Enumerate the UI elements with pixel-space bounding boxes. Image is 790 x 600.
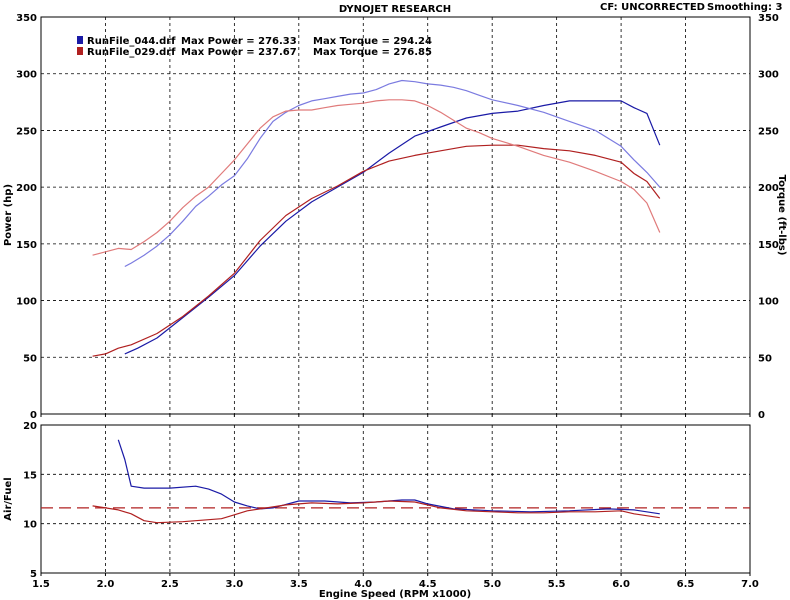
power-curve-runfile-044-drf (124, 100, 661, 355)
power-frame (40, 16, 751, 415)
x-tick-label: 3.0 (226, 579, 244, 590)
legend-max-power-run-044: Max Power = 276.33 (181, 36, 297, 47)
legend-max-power-run-029: Max Power = 237.67 (181, 47, 297, 58)
x-tick-label: 6.5 (677, 579, 695, 590)
torque-y-tick-label: 150 (758, 240, 779, 251)
legend-file-run-044: RunFile_044.drf (87, 36, 176, 47)
torque-y-tick-label: 200 (758, 183, 779, 194)
air-fuel-curve-runfile-044-drf (117, 439, 660, 515)
air-fuel-plot: 1.5 2.0 2.5 3.0 3.5 4.0 4.5 5.0 5.5 6.0 6.5 7.0 5 10 1… (23, 421, 759, 590)
power-y-tick-label: 0 (30, 410, 37, 421)
legend: RunFile_044.drf Max Power = 276.33 Max T… (77, 36, 432, 58)
x-tick-label: 7.0 (741, 579, 759, 590)
x-tick-label: 6.0 (612, 579, 630, 590)
air-fuel-y-tick-label: 10 (23, 520, 37, 531)
x-tick-label: 3.5 (290, 579, 308, 590)
power-y-tick-label: 150 (16, 240, 37, 251)
power-y-tick-label: 100 (16, 297, 37, 308)
correction-factor-label: CF: UNCORRECTED (600, 2, 705, 13)
legend-max-torque-run-029: Max Torque = 276.85 (313, 47, 432, 58)
torque-y-tick-label: 0 (758, 410, 765, 421)
power-y-tick-label: 200 (16, 183, 37, 194)
power-torque-plot: 0 0 50 50 100 100 150 150 200 200 250 250 300 300 350 3… (16, 13, 779, 421)
air-fuel-frame (40, 424, 751, 574)
x-tick-label: 1.5 (32, 579, 50, 590)
air-fuel-y-tick-label: 15 (23, 470, 37, 481)
torque-curve-runfile-029-drf (92, 99, 661, 256)
power-y-tick-label: 350 (16, 13, 37, 24)
x-axis-label: Engine Speed (RPM x1000) (319, 589, 471, 600)
torque-curve-runfile-044-drf (124, 79, 661, 268)
x-tick-label: 4.5 (419, 579, 437, 590)
y-axis-label-torque: Torque (ft-lbs) (776, 175, 787, 256)
power-curve-runfile-029-drf (92, 144, 661, 357)
power-y-tick-label: 300 (16, 70, 37, 81)
power-y-tick-label: 50 (23, 353, 37, 364)
torque-y-tick-label: 100 (758, 297, 779, 308)
x-tick-label: 5.5 (548, 579, 566, 590)
legend-file-run-029: RunFile_029.drf (87, 47, 176, 58)
torque-y-tick-label: 250 (758, 126, 779, 137)
legend-swatch-run-044 (77, 36, 83, 44)
y-axis-label-power: Power (hp) (3, 184, 14, 246)
legend-max-torque-run-044: Max Torque = 294.24 (313, 36, 432, 47)
x-tick-label: 5.0 (483, 579, 501, 590)
x-tick-label: 4.0 (354, 579, 372, 590)
power-y-tick-label: 250 (16, 126, 37, 137)
air-fuel-y-tick-label: 20 (23, 421, 37, 432)
smoothing-label: Smoothing: 3 (707, 2, 782, 13)
torque-y-tick-label: 50 (758, 353, 772, 364)
chart-title: DYNOJET RESEARCH (339, 4, 451, 15)
torque-y-tick-label: 300 (758, 70, 779, 81)
torque-y-tick-label: 350 (758, 13, 779, 24)
x-tick-label: 2.5 (161, 579, 179, 590)
legend-swatch-run-029 (77, 47, 83, 55)
y-axis-label-air-fuel: Air/Fuel (3, 477, 14, 520)
air-fuel-y-tick-label: 5 (30, 569, 37, 580)
air-fuel-curve-runfile-029-drf (92, 500, 660, 524)
x-tick-label: 2.0 (97, 579, 115, 590)
